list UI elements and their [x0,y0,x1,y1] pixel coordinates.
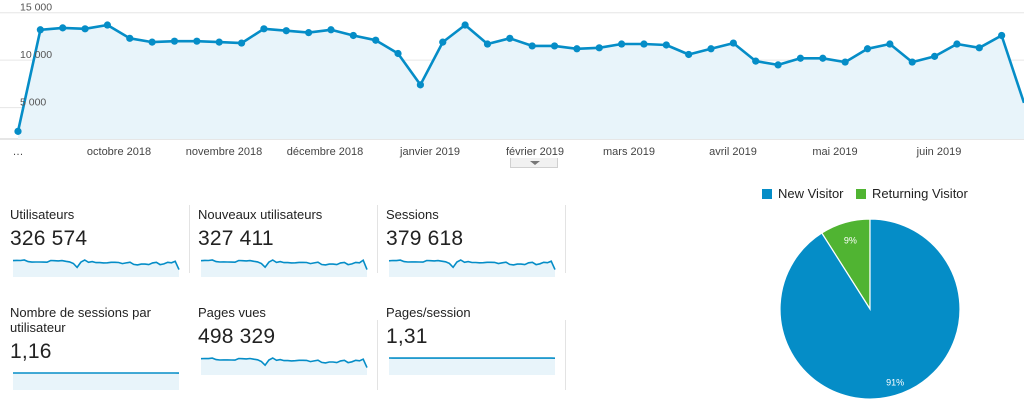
pie-slice-label: 9% [844,236,857,246]
data-point[interactable] [462,21,469,28]
data-point[interactable] [797,55,804,62]
data-point[interactable] [506,35,513,42]
metric-tile[interactable]: Pages vues 498 329 [198,305,374,375]
tile-divider [565,205,566,273]
data-point[interactable] [283,27,290,34]
data-point[interactable] [976,44,983,51]
metric-value: 498 329 [198,325,374,349]
data-point[interactable] [529,42,536,49]
x-tick-label: février 2019 [506,146,564,158]
metric-value: 379 618 [386,227,562,251]
metric-label: Utilisateurs [10,207,186,222]
x-tick-label: janvier 2019 [399,146,460,158]
metric-label: Nouveaux utilisateurs [198,207,374,222]
data-point[interactable] [640,40,647,47]
tile-divider [377,205,378,273]
y-tick-label: 10 000 [20,49,52,61]
x-tick-label: juin 2019 [916,146,962,158]
data-point[interactable] [327,26,334,33]
data-point[interactable] [618,40,625,47]
data-point[interactable] [81,25,88,32]
data-point[interactable] [439,39,446,46]
data-point[interactable] [417,81,424,88]
sparkline-fill [13,373,179,390]
x-tick-label: mai 2019 [812,146,857,158]
visitor-type-pie: 9% 91% [700,180,1024,407]
data-point[interactable] [819,55,826,62]
chevron-down-icon [530,161,540,165]
tile-divider [377,320,378,390]
metric-label: Nombre de sessions par utilisateur [10,305,186,335]
metric-tile[interactable]: Sessions 379 618 [386,206,562,277]
metric-sparkline [200,353,368,375]
metric-value: 327 411 [198,227,374,251]
y-tick-label: 5 000 [20,97,46,109]
data-point[interactable] [573,45,580,52]
data-point[interactable] [953,40,960,47]
data-point[interactable] [126,35,133,42]
data-point[interactable] [685,51,692,58]
data-point[interactable] [730,39,737,46]
data-point[interactable] [484,40,491,47]
metric-sparkline [388,353,556,375]
pie-slice-new-visitor[interactable] [780,219,960,399]
data-point[interactable] [372,37,379,44]
data-point[interactable] [238,39,245,46]
metric-sparkline [12,368,180,390]
data-point[interactable] [886,40,893,47]
data-point[interactable] [931,53,938,60]
metric-tile[interactable]: Nombre de sessions par utilisateur 1,16 [10,305,186,390]
data-point[interactable] [193,38,200,45]
metric-value: 1,31 [386,325,562,349]
tile-divider [565,320,566,390]
data-point[interactable] [216,39,223,46]
data-point[interactable] [998,32,1005,39]
metric-label: Sessions [386,207,562,222]
data-point[interactable] [14,128,21,135]
metric-sparkline [200,255,368,277]
metric-label: Pages/session [386,305,562,320]
data-point[interactable] [596,44,603,51]
data-point[interactable] [551,42,558,49]
x-tick-label: novembre 2018 [186,146,262,158]
tile-divider [189,205,190,273]
x-tick-label: mars 2019 [603,146,655,158]
x-tick-label: décembre 2018 [287,146,363,158]
data-point[interactable] [394,50,401,57]
pie-slice-label: 91% [886,378,904,388]
y-tick-label: 15 000 [20,2,52,14]
sessions-area-chart: 15 000 10 000 5 000 … octobre 2018 novembre … [0,0,1024,160]
data-point[interactable] [350,32,357,39]
data-point[interactable] [171,38,178,45]
data-point[interactable] [104,21,111,28]
metric-value: 1,16 [10,340,186,364]
metric-tile[interactable]: Pages/session 1,31 [386,305,562,375]
metric-sparkline [388,255,556,277]
metric-sparkline [12,255,180,277]
data-point[interactable] [864,45,871,52]
x-tick-label: octobre 2018 [87,146,151,158]
data-point[interactable] [149,39,156,46]
x-tick-label: … [13,146,24,158]
x-tick-label: avril 2019 [709,146,757,158]
data-point[interactable] [752,58,759,65]
data-point[interactable] [305,29,312,36]
data-point[interactable] [909,58,916,65]
metric-value: 326 574 [10,227,186,251]
sparkline-fill [389,358,555,375]
data-point[interactable] [260,25,267,32]
data-point[interactable] [59,24,66,31]
chart-collapse-handle[interactable] [510,158,558,168]
data-point[interactable] [774,61,781,68]
metric-tile[interactable]: Nouveaux utilisateurs 327 411 [198,206,374,277]
data-point[interactable] [707,45,714,52]
data-point[interactable] [37,26,44,33]
data-point[interactable] [842,58,849,65]
data-point[interactable] [663,41,670,48]
metric-label: Pages vues [198,305,374,320]
metric-tile[interactable]: Utilisateurs 326 574 [10,206,186,277]
